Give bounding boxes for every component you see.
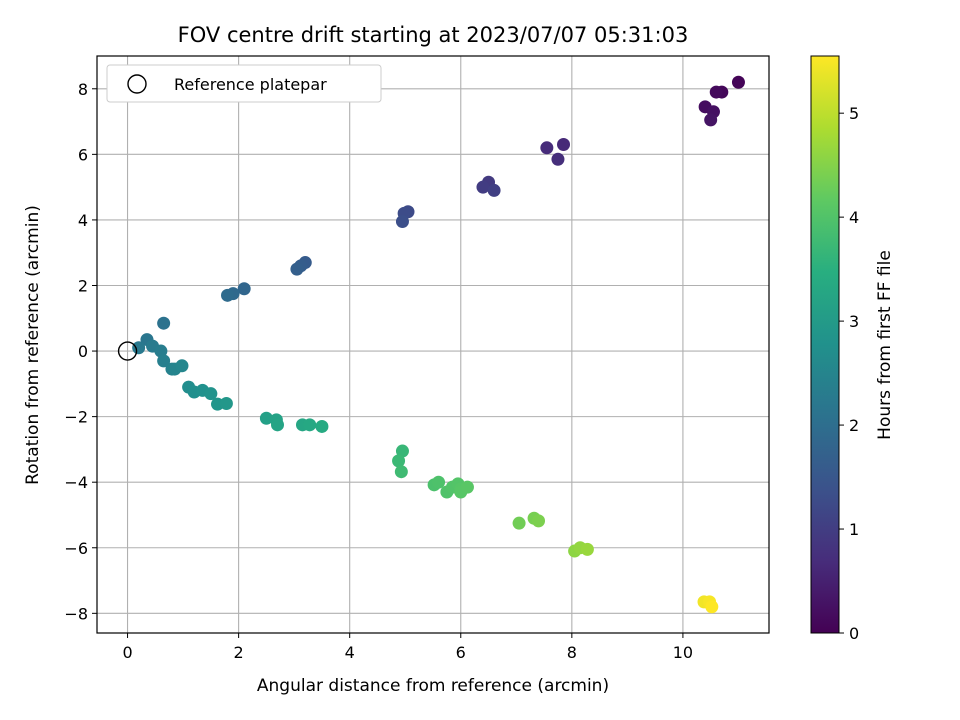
x-tick-label: 8	[567, 643, 577, 662]
y-tick-label: 0	[78, 342, 88, 361]
scatter-points	[132, 75, 745, 614]
colorbar-tick-label: 3	[849, 312, 859, 331]
colorbar-tick-label: 1	[849, 520, 859, 539]
colorbar-ticks: 0 1 2 3 4 5	[839, 104, 859, 643]
legend-marker-icon	[127, 74, 147, 94]
scatter-point	[394, 465, 408, 479]
colorbar: 0 1 2 3 4 5 Hours from first FF file	[810, 55, 895, 643]
x-tick-label: 10	[673, 643, 693, 662]
scatter-point	[157, 316, 171, 330]
legend: Reference platepar	[106, 64, 382, 103]
scatter-point	[395, 444, 409, 458]
plot-area: 0 2 4 6 8 10 −8 −6 −4 −2 0 2 4 6 8	[64, 55, 770, 662]
scatter-point	[237, 282, 251, 296]
scatter-point	[460, 480, 474, 494]
scatter-point	[315, 419, 329, 433]
x-tick-label: 4	[345, 643, 355, 662]
y-tick-label: 8	[78, 80, 88, 99]
scatter-point	[540, 141, 554, 155]
colorbar-tick-label: 5	[849, 104, 859, 123]
y-tick-label: −4	[64, 473, 88, 492]
legend-entry-reference-platepar: Reference platepar	[174, 75, 327, 94]
scatter-point	[219, 397, 233, 411]
scatter-point	[731, 75, 745, 89]
scatter-point	[259, 411, 273, 425]
scatter-point	[204, 387, 218, 401]
scatter-point	[175, 359, 189, 373]
scatter-point	[705, 600, 719, 614]
scatter-point	[221, 288, 235, 302]
scatter-point	[132, 341, 146, 355]
scatter-point	[487, 183, 501, 197]
x-axis-ticks: 0 2 4 6 8 10	[122, 633, 693, 662]
y-axis-ticks: −8 −6 −4 −2 0 2 4 6 8	[64, 80, 97, 623]
scatter-point	[580, 542, 594, 556]
scatter-point	[395, 215, 409, 229]
scatter-point	[270, 418, 284, 432]
scatter-point	[709, 85, 723, 99]
scatter-point	[157, 354, 171, 368]
scatter-point	[557, 138, 571, 152]
scatter-point	[303, 418, 317, 432]
x-tick-label: 0	[122, 643, 132, 662]
scatter-point	[532, 514, 546, 528]
y-tick-label: −8	[64, 604, 88, 623]
y-tick-label: −2	[64, 408, 88, 427]
y-tick-label: 4	[78, 211, 88, 230]
scatter-point	[290, 262, 304, 276]
scatter-point	[432, 475, 446, 489]
scatter-point	[392, 454, 406, 468]
colorbar-tick-label: 0	[849, 624, 859, 643]
plot-background	[97, 56, 769, 633]
colorbar-tick-label: 4	[849, 208, 859, 227]
reference-platepar-marker	[117, 341, 138, 361]
colorbar-tick-label: 2	[849, 416, 859, 435]
grid-lines	[97, 56, 769, 633]
scatter-point	[512, 516, 526, 530]
plot-frame	[96, 55, 770, 634]
colorbar-label: Hours from first FF file	[875, 250, 895, 440]
scatter-point	[154, 344, 168, 358]
x-tick-label: 2	[234, 643, 244, 662]
x-axis-label: Angular distance from reference (arcmin)	[257, 676, 609, 696]
chart-title: FOV centre drift starting at 2023/07/07 …	[178, 23, 689, 47]
legend-box	[106, 64, 382, 103]
colorbar-gradient	[810, 55, 840, 634]
y-tick-label: 2	[78, 276, 88, 295]
scatter-point	[551, 152, 565, 166]
x-tick-label: 6	[456, 643, 466, 662]
y-tick-label: 6	[78, 145, 88, 164]
scatter-point	[476, 180, 490, 194]
y-axis-label: Rotation from reference (arcmin)	[23, 205, 43, 485]
y-tick-label: −6	[64, 539, 88, 558]
scatter-point	[704, 113, 718, 127]
